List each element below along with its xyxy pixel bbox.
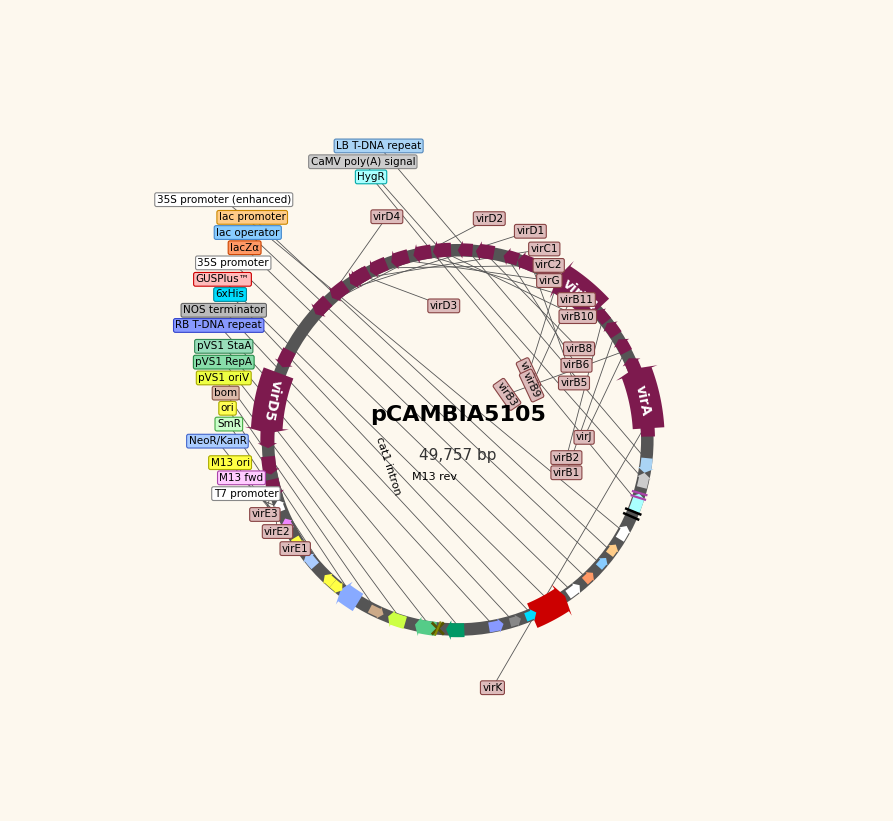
Text: virB8: virB8	[565, 344, 593, 354]
Text: virE2: virE2	[264, 526, 291, 537]
Text: M13 ori: M13 ori	[211, 457, 250, 468]
Polygon shape	[596, 558, 607, 570]
Text: virB6: virB6	[563, 360, 590, 370]
Polygon shape	[637, 473, 651, 488]
Text: CaMV poly(A) signal: CaMV poly(A) signal	[311, 157, 415, 167]
Text: virD1: virD1	[516, 227, 545, 236]
Polygon shape	[275, 347, 296, 367]
Text: virD5: virD5	[261, 378, 283, 422]
Text: lac operator: lac operator	[216, 227, 280, 237]
Text: virB9: virB9	[522, 371, 542, 400]
Polygon shape	[616, 526, 630, 542]
Polygon shape	[413, 244, 432, 264]
Polygon shape	[260, 456, 280, 475]
Text: M13 rev: M13 rev	[413, 471, 457, 482]
Text: virC2: virC2	[535, 260, 563, 270]
Text: virJ: virJ	[576, 433, 592, 443]
Polygon shape	[368, 604, 384, 618]
Polygon shape	[304, 554, 319, 569]
Text: 35S promoter: 35S promoter	[197, 258, 269, 268]
Polygon shape	[245, 367, 293, 433]
Text: RB T-DNA repeat: RB T-DNA repeat	[175, 320, 262, 331]
Text: M13 fwd: M13 fwd	[220, 473, 263, 483]
Polygon shape	[433, 241, 451, 260]
Polygon shape	[388, 610, 407, 629]
Polygon shape	[527, 585, 572, 628]
Polygon shape	[329, 280, 350, 301]
Polygon shape	[518, 252, 538, 273]
Polygon shape	[273, 500, 285, 512]
Polygon shape	[391, 250, 410, 269]
Polygon shape	[638, 419, 657, 437]
Text: virB4: virB4	[559, 276, 600, 313]
Text: virB2: virB2	[553, 452, 580, 462]
Text: 6xHis: 6xHis	[215, 290, 245, 300]
Text: virG: virG	[538, 276, 560, 286]
Text: bom: bom	[214, 388, 238, 398]
Text: lac promoter: lac promoter	[219, 213, 286, 222]
Text: ori: ori	[221, 403, 235, 413]
Text: LB T-DNA repeat: LB T-DNA repeat	[336, 141, 421, 151]
Text: virD2: virD2	[475, 213, 504, 223]
Text: virC1: virC1	[530, 244, 558, 254]
Text: virB3: virB3	[495, 380, 519, 408]
Polygon shape	[352, 266, 371, 287]
Polygon shape	[606, 544, 619, 557]
Text: NeoR/KanR: NeoR/KanR	[188, 436, 246, 446]
Text: virE3: virE3	[252, 510, 278, 520]
Polygon shape	[604, 322, 622, 338]
Text: cat1 intron: cat1 intron	[374, 436, 403, 497]
Text: NOS terminator: NOS terminator	[183, 305, 264, 315]
Polygon shape	[622, 358, 643, 377]
Polygon shape	[291, 535, 304, 548]
Text: pVS1 StaA: pVS1 StaA	[196, 342, 251, 351]
Text: lacZα: lacZα	[230, 243, 259, 253]
Polygon shape	[264, 478, 284, 497]
Polygon shape	[370, 257, 389, 277]
Text: virD4: virD4	[372, 212, 401, 222]
Polygon shape	[638, 457, 654, 473]
Polygon shape	[509, 615, 521, 627]
Text: SmR: SmR	[217, 419, 241, 429]
Polygon shape	[312, 296, 332, 317]
Text: virB5: virB5	[560, 378, 588, 388]
Text: GUSPlus™: GUSPlus™	[196, 274, 249, 284]
Polygon shape	[565, 584, 580, 599]
Text: virB7: virB7	[518, 360, 538, 388]
Polygon shape	[257, 429, 277, 448]
Text: 49,757 bp: 49,757 bp	[419, 448, 497, 463]
Polygon shape	[550, 261, 609, 320]
Text: pVS1 RepA: pVS1 RepA	[196, 357, 252, 367]
Text: T7 promoter: T7 promoter	[213, 488, 279, 498]
Text: virA: virA	[633, 383, 654, 417]
Polygon shape	[446, 621, 464, 640]
Text: virK: virK	[482, 683, 503, 693]
Polygon shape	[582, 572, 594, 585]
Polygon shape	[614, 339, 632, 355]
Polygon shape	[323, 574, 337, 587]
Polygon shape	[488, 619, 504, 632]
Polygon shape	[476, 241, 496, 260]
Polygon shape	[336, 582, 363, 611]
Text: HygR: HygR	[357, 172, 385, 182]
Polygon shape	[504, 248, 520, 265]
Polygon shape	[594, 309, 611, 325]
Polygon shape	[457, 241, 473, 259]
Polygon shape	[539, 262, 559, 282]
Polygon shape	[281, 519, 294, 531]
Polygon shape	[330, 580, 342, 594]
Polygon shape	[415, 617, 437, 636]
Text: virE1: virE1	[282, 544, 308, 553]
Text: virB10: virB10	[561, 312, 595, 322]
Polygon shape	[616, 365, 664, 429]
Polygon shape	[629, 493, 647, 513]
Text: virD3: virD3	[430, 300, 458, 311]
Text: pVS1 oriV: pVS1 oriV	[198, 373, 249, 383]
Text: pCAMBIA5105: pCAMBIA5105	[370, 405, 546, 424]
Polygon shape	[524, 609, 537, 621]
Text: virB1: virB1	[553, 468, 580, 478]
Polygon shape	[348, 268, 369, 288]
Text: virB11: virB11	[560, 295, 594, 305]
Text: 35S promoter (enhanced): 35S promoter (enhanced)	[156, 195, 291, 204]
